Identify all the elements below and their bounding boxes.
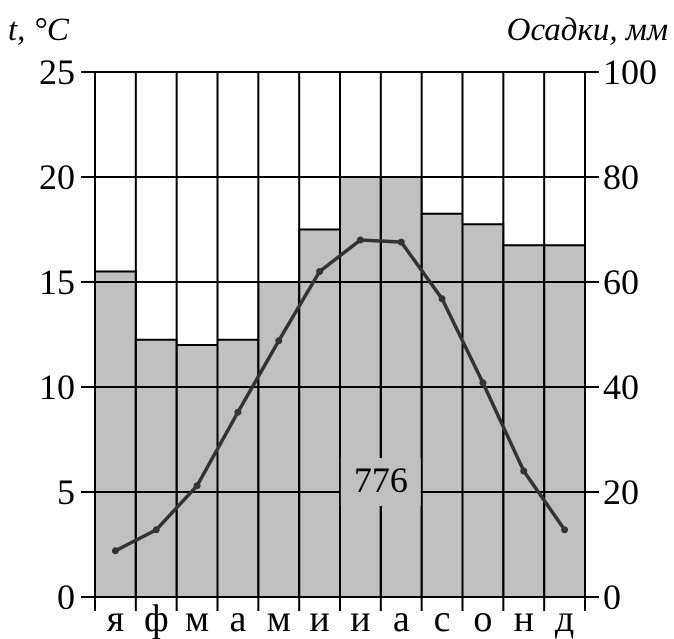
precipitation-bar — [298, 228, 341, 598]
precipitation-bar — [216, 338, 260, 598]
left-axis-title: t, °C — [8, 12, 70, 48]
precipitation-bars — [94, 176, 587, 598]
temperature-point — [397, 238, 405, 246]
temperature-line — [111, 236, 569, 555]
temperature-point — [275, 337, 283, 345]
temperature-point — [193, 482, 201, 490]
temperature-point — [438, 295, 446, 303]
month-label: а — [229, 598, 246, 639]
annual-precipitation-background — [340, 458, 421, 506]
left-tick-label: 15 — [39, 262, 75, 302]
right-tick-label: 100 — [603, 52, 657, 92]
left-tick-label: 5 — [57, 472, 75, 512]
month-label: м — [185, 598, 209, 639]
month-label: и — [309, 598, 329, 639]
right-tick-label: 80 — [603, 157, 639, 197]
month-label: м — [267, 598, 291, 639]
precipitation-bar — [420, 212, 464, 598]
month-label: с — [434, 598, 451, 639]
right-tick-label: 0 — [603, 577, 621, 617]
right-tick-label: 40 — [603, 367, 639, 407]
temperature-point — [111, 547, 119, 555]
month-label: д — [555, 598, 574, 639]
right-tick-label: 60 — [603, 262, 639, 302]
chart-grid — [95, 72, 585, 597]
temperature-point — [356, 236, 364, 244]
left-tick-label: 20 — [39, 157, 75, 197]
precipitation-bar — [502, 244, 546, 598]
left-tick-label: 10 — [39, 367, 75, 407]
temperature-point — [561, 526, 569, 534]
precipitation-bar — [134, 338, 178, 598]
right-axis-title: Осадки, мм — [507, 12, 668, 48]
temperature-point — [520, 467, 528, 475]
month-label: я — [107, 598, 124, 639]
month-label: н — [514, 598, 534, 639]
axis-ticks — [81, 71, 599, 611]
month-label: ф — [144, 598, 169, 639]
temperature-point — [316, 268, 324, 275]
temperature-point — [234, 408, 242, 416]
left-tick-label: 25 — [39, 52, 75, 92]
left-tick-label: 0 — [57, 577, 75, 617]
month-label: о — [473, 598, 492, 639]
annual-precipitation-label: 776 — [354, 460, 408, 500]
temperature-point — [479, 379, 487, 387]
right-tick-label: 20 — [603, 472, 639, 512]
temperature-point — [152, 526, 160, 534]
precipitation-bar — [257, 281, 301, 598]
precipitation-bar — [543, 244, 587, 598]
temperature-polyline — [114, 238, 567, 553]
precipitation-bar — [175, 344, 219, 598]
month-label: а — [393, 598, 410, 639]
month-label: и — [350, 598, 370, 639]
